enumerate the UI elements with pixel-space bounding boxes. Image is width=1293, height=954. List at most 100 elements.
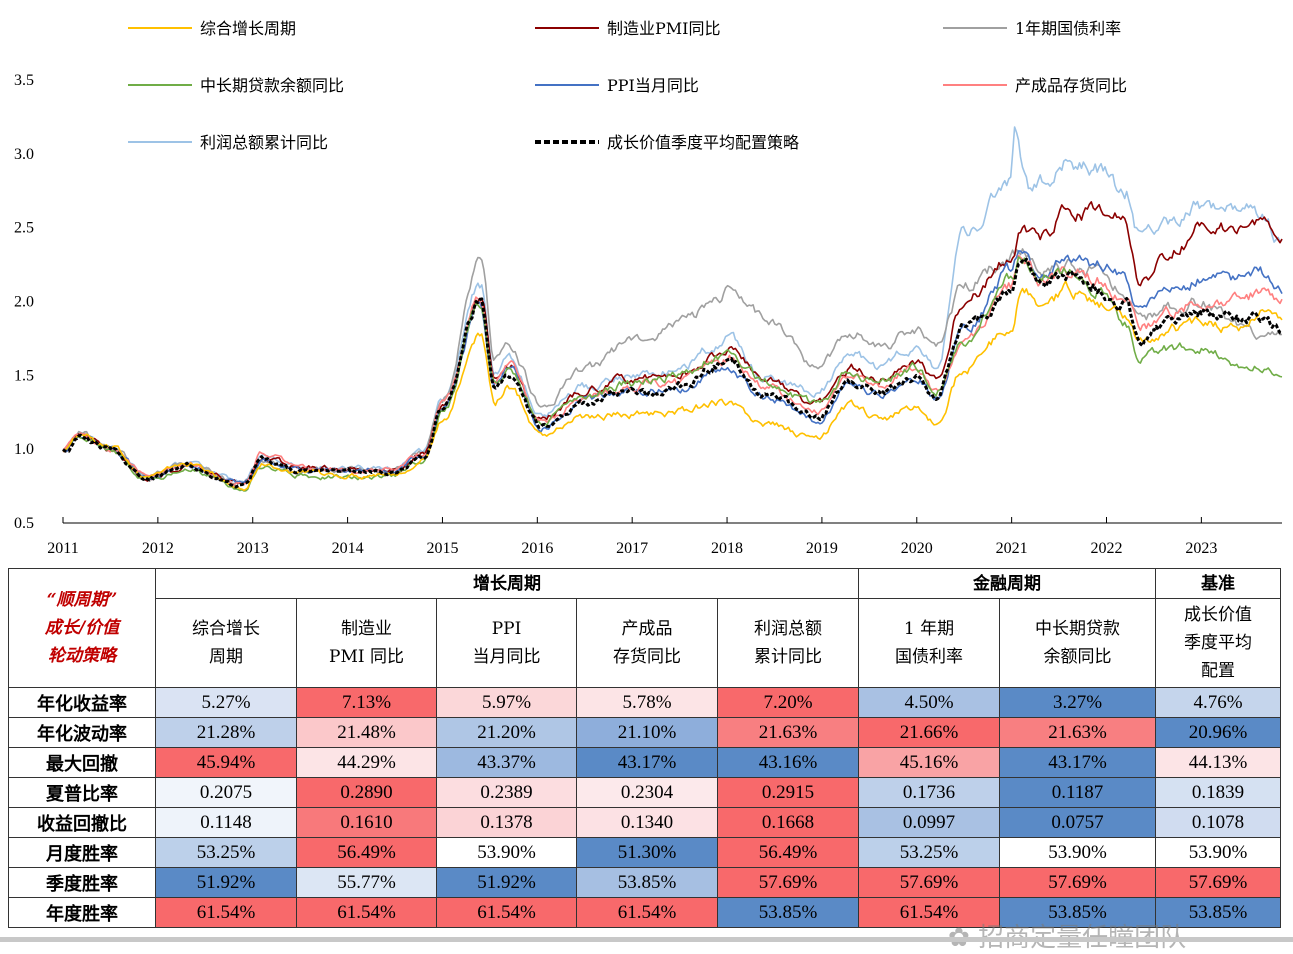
table-cell: 53.90% (999, 837, 1156, 868)
table-cell: 61.54% (436, 897, 577, 928)
table-cell: 7.20% (717, 687, 859, 718)
bottom-divider (0, 937, 1293, 942)
table-cell: 0.1378 (436, 807, 577, 838)
x-tick-label: 2023 (1185, 540, 1217, 557)
row-label: 年化波动率 (8, 717, 156, 748)
table-row: 月度胜率 53.25% 56.49% 53.90% 51.30% 56.49% 53.25%… (8, 837, 1281, 868)
x-tick-label: 2018 (711, 540, 743, 557)
table-cell: 43.17% (999, 747, 1156, 778)
series-line-2 (62, 248, 1283, 485)
table-cell: 53.90% (436, 837, 577, 868)
series-line-0 (62, 280, 1283, 492)
table-cell: 21.66% (858, 717, 1000, 748)
table-cell: 44.13% (1155, 747, 1281, 778)
table-cell: 51.30% (576, 837, 718, 868)
table-cell: 57.69% (999, 867, 1156, 898)
table-cell: 0.1187 (999, 777, 1156, 808)
table-cell: 53.85% (999, 897, 1156, 928)
table-cell: 45.16% (858, 747, 1000, 778)
table-cell: 57.69% (717, 867, 859, 898)
column-header: 成长价值 季度平均 配置 (1155, 598, 1281, 688)
table-cell: 61.54% (155, 897, 297, 928)
table-row: 季度胜率 51.92% 55.77% 51.92% 53.85% 57.69% 57.69%… (8, 867, 1281, 898)
y-tick-label: 1.5 (14, 367, 34, 384)
table-cell: 0.2915 (717, 777, 859, 808)
series-line-7 (62, 257, 1283, 489)
strategy-label: “顺周期” 成长/价值 轮动策略 (8, 568, 156, 688)
x-tick-label: 2016 (521, 540, 553, 557)
table-cell: 21.63% (999, 717, 1156, 748)
table-cell: 0.2389 (436, 777, 577, 808)
legend-label: 中长期贷款余额同比 (200, 76, 344, 95)
table-cell: 51.92% (155, 867, 297, 898)
table-cell: 57.69% (1155, 867, 1281, 898)
group-header: 增长周期 (155, 568, 859, 599)
table-cell: 21.10% (576, 717, 718, 748)
legend-label: PPI当月同比 (607, 76, 699, 95)
x-tick-label: 2019 (806, 540, 838, 557)
series-line-1 (62, 201, 1283, 485)
legend-label: 成长价值季度平均配置策略 (607, 133, 799, 152)
table-cell: 51.92% (436, 867, 577, 898)
column-header: 1 年期 国债利率 (858, 598, 1000, 688)
table-row: 收益回撤比 0.1148 0.1610 0.1378 0.1340 0.1668 0.099… (8, 807, 1281, 838)
table-cell: 53.85% (717, 897, 859, 928)
table-cell: 0.2890 (296, 777, 437, 808)
column-header-row: 综合增长 周期 制造业 PMI 同比 PPI 当月同比 产成品 存货同比 利润总额 累计同比 1 年… (9, 598, 1281, 688)
table-cell: 0.2075 (155, 777, 297, 808)
x-tick-label: 2013 (237, 540, 269, 557)
column-header: 利润总额 累计同比 (717, 598, 859, 688)
column-header: PPI 当月同比 (436, 598, 577, 688)
table-cell: 21.20% (436, 717, 577, 748)
row-label: 年度胜率 (8, 897, 156, 928)
y-tick-label: 3.5 (14, 72, 34, 89)
table-row: 最大回撤 45.94% 44.29% 43.37% 43.17% 43.16% 45.16%… (8, 747, 1281, 778)
column-header: 产成品 存货同比 (576, 598, 718, 688)
table-cell: 7.13% (296, 687, 437, 718)
table-cell: 53.85% (1155, 897, 1281, 928)
table-cell: 43.37% (436, 747, 577, 778)
y-tick-label: 2.0 (14, 294, 34, 311)
y-tick-label: 2.5 (14, 220, 34, 237)
table-cell: 56.49% (296, 837, 437, 868)
table-cell: 4.76% (1155, 687, 1281, 718)
table-cell: 53.85% (576, 867, 718, 898)
table-cell: 0.1148 (155, 807, 297, 838)
table-cell: 61.54% (858, 897, 1000, 928)
performance-table: “顺周期” 成长/价值 轮动策略 增长周期 金融周期 基准 综合增长 周期 制造业 PMI 同比 P… (8, 568, 1281, 928)
line-chart: 2011 2012 2013 2014 2015 2016 2017 2018 2019 2020… (14, 19, 1283, 557)
table-row: 年度胜率 61.54% 61.54% 61.54% 61.54% 53.85% 61.54%… (8, 897, 1281, 928)
table-cell: 53.90% (1155, 837, 1281, 868)
legend-label: 制造业PMI同比 (607, 19, 720, 38)
legend-label: 利润总额累计同比 (200, 133, 328, 152)
table-cell: 0.0997 (858, 807, 1000, 838)
row-label: 夏普比率 (8, 777, 156, 808)
x-tick-label: 2022 (1091, 540, 1123, 557)
table-cell: 21.63% (717, 717, 859, 748)
table-cell: 43.16% (717, 747, 859, 778)
group-header: 金融周期 (858, 568, 1156, 599)
table-cell: 53.25% (858, 837, 1000, 868)
watermark: ✿ 招商定量任瞳团队 (948, 917, 1186, 954)
x-tick-label: 2020 (901, 540, 933, 557)
x-tick-label: 2021 (996, 540, 1028, 557)
row-label: 季度胜率 (8, 867, 156, 898)
table-cell: 4.50% (858, 687, 1000, 718)
series-line-4 (62, 250, 1283, 484)
table-cell: 0.1610 (296, 807, 437, 838)
table-cell: 55.77% (296, 867, 437, 898)
row-label: 年化收益率 (8, 687, 156, 718)
table-cell: 0.1668 (717, 807, 859, 838)
table-cell: 61.54% (576, 897, 718, 928)
table-cell: 56.49% (717, 837, 859, 868)
column-header: 中长期贷款 余额同比 (999, 598, 1156, 688)
legend-label: 产成品存货同比 (1015, 76, 1127, 95)
x-tick-label: 2011 (47, 540, 78, 557)
y-tick-label: 0.5 (14, 515, 34, 532)
table-cell: 61.54% (296, 897, 437, 928)
table-cell: 0.1839 (1155, 777, 1281, 808)
table-cell: 43.17% (576, 747, 718, 778)
table-cell: 0.1078 (1155, 807, 1281, 838)
x-tick-label: 2017 (616, 540, 648, 557)
column-header: 综合增长 周期 (155, 598, 297, 688)
